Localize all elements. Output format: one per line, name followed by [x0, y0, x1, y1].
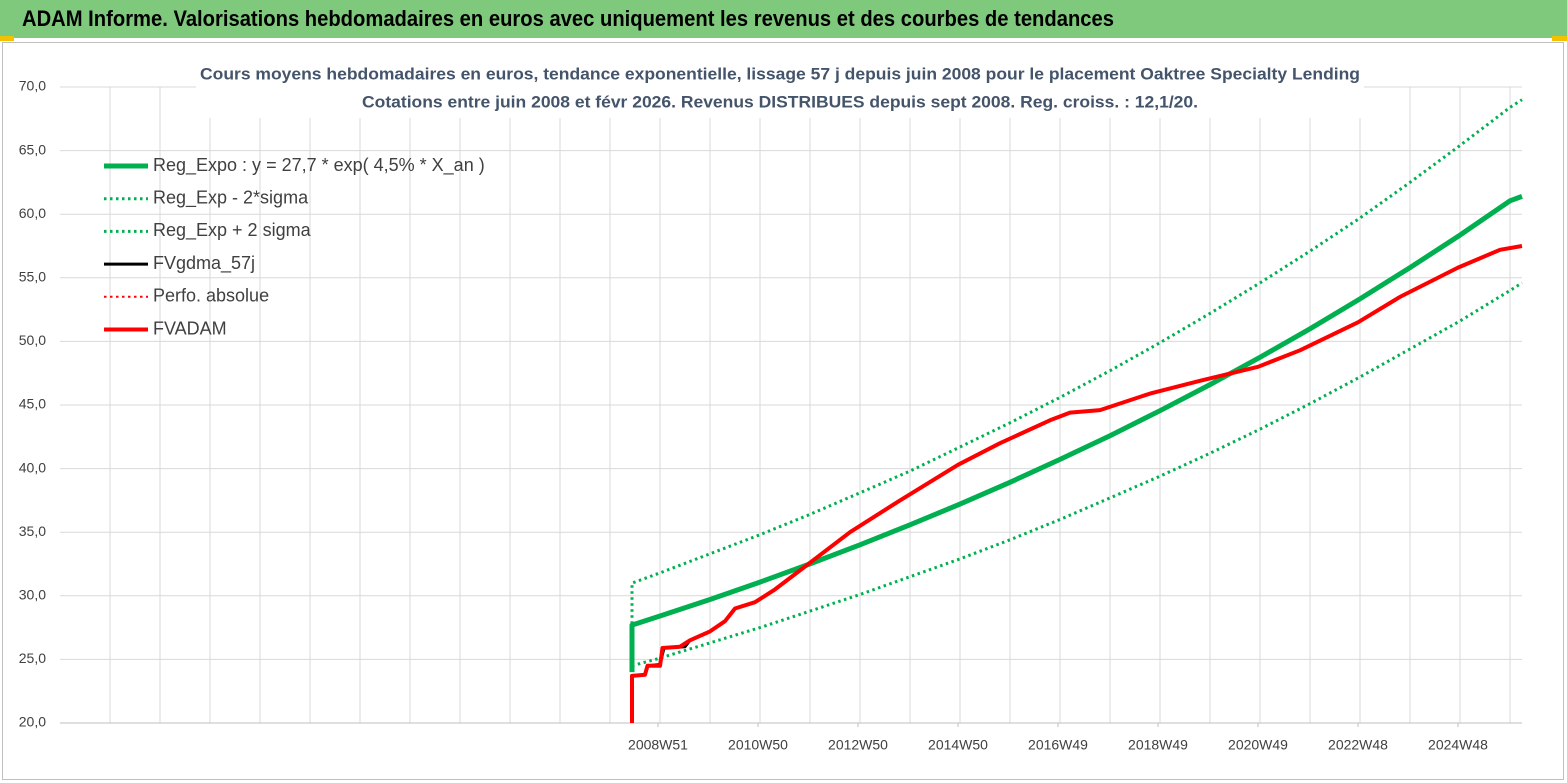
series-line: [630, 244, 1523, 723]
y-tick-label: 65,0: [19, 141, 46, 157]
y-tick-label: 35,0: [19, 523, 46, 539]
x-tick-label: 2022W48: [1328, 737, 1388, 753]
y-tick-label: 40,0: [19, 459, 46, 475]
x-tick-label: 2012W50: [828, 737, 888, 753]
legend-label: Reg_Exp - 2*sigma: [153, 187, 309, 208]
y-tick-label: 55,0: [19, 269, 46, 285]
chart-title: Cours moyens hebdomadaires en euros, ten…: [200, 64, 1360, 83]
legend-label: Perfo. absolue: [153, 286, 269, 306]
chart-frame: [2, 42, 1564, 780]
header-bar: [0, 0, 1567, 38]
x-tick-label: 2008W51: [628, 737, 688, 753]
legend: Reg_Expo : y = 27,7 * exp( 4,5% * X_an )…: [104, 155, 485, 338]
legend-label: Reg_Expo : y = 27,7 * exp( 4,5% * X_an ): [153, 155, 485, 176]
chart-subtitle: Cotations entre juin 2008 et févr 2026. …: [362, 92, 1198, 111]
x-tick-label: 2016W49: [1028, 737, 1088, 753]
y-tick-label: 60,0: [19, 205, 46, 221]
x-tick-label: 2018W49: [1128, 737, 1188, 753]
series-line: [629, 194, 1523, 673]
y-tick-label: 45,0: [19, 396, 46, 412]
y-tick-label: 25,0: [19, 650, 46, 666]
plot-area: 20,0 25,0 30,0 35,0 40,0 45,0 50,0 55,0 60,0 65,0…: [19, 78, 1523, 753]
corner-accent: [1552, 36, 1567, 41]
y-tick-label: 20,0: [19, 714, 46, 730]
y-tick-label: 70,0: [19, 78, 46, 94]
legend-label: FVADAM: [153, 318, 227, 338]
series-line: [631, 281, 1523, 668]
x-tick-label: 2014W50: [928, 737, 988, 753]
y-tick-label: 50,0: [19, 332, 46, 348]
title-background: [196, 60, 1364, 118]
header-title: ADAM Informe. Valorisations hebdomadaire…: [22, 6, 1114, 31]
x-tick-label: 2024W48: [1428, 737, 1488, 753]
x-tick-label: 2020W49: [1228, 737, 1288, 753]
legend-label: Reg_Exp + 2 sigma: [153, 220, 312, 241]
x-tick-label: 2010W50: [728, 737, 788, 753]
corner-accent: [0, 36, 14, 41]
legend-label: FVgdma_57j: [153, 253, 255, 274]
y-tick-label: 30,0: [19, 587, 46, 603]
